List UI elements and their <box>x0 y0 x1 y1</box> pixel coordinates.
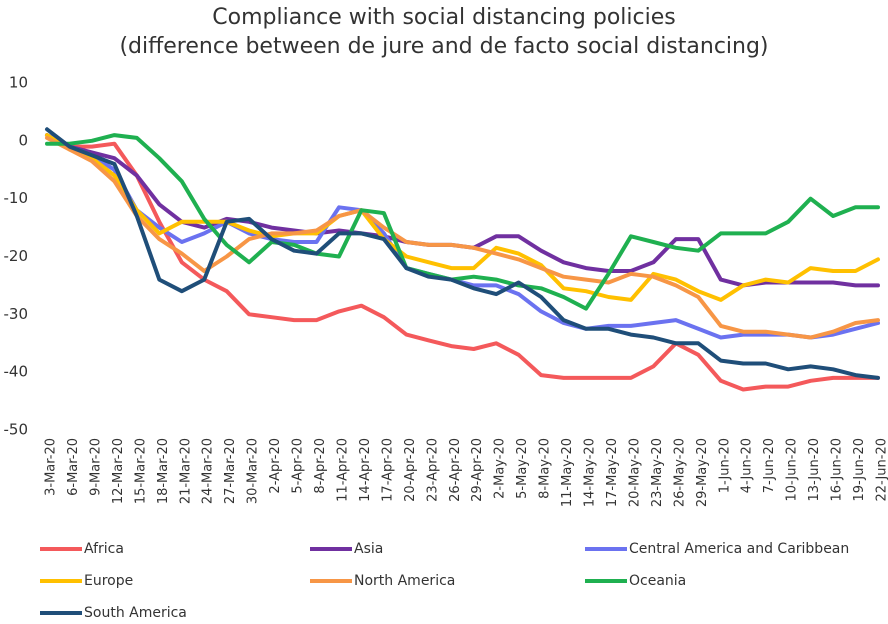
x-tick-label: 2-Apr-20 <box>268 438 283 494</box>
x-tick-label: 30-Mar-20 <box>246 438 261 504</box>
x-tick-label: 29-May-20 <box>695 438 710 507</box>
x-tick-label: 23-May-20 <box>650 438 665 507</box>
x-tick-label: 8-May-20 <box>538 438 553 499</box>
x-tick-label: 13-Jun-20 <box>807 438 822 502</box>
x-tick-label: 14-May-20 <box>583 438 598 507</box>
x-tick-label: 4-Jun-20 <box>740 438 755 493</box>
x-tick-label: 20-May-20 <box>627 438 642 507</box>
x-tick-label: 7-Jun-20 <box>762 438 777 493</box>
legend-label: South America <box>84 605 187 621</box>
x-tick-label: 9-Mar-20 <box>88 438 103 496</box>
x-tick-label: 19-Jun-20 <box>852 438 867 502</box>
x-tick-label: 3-Mar-20 <box>44 438 59 496</box>
x-tick-label: 17-Apr-20 <box>380 438 395 502</box>
legend-label: North America <box>354 573 455 589</box>
x-tick-label: 17-May-20 <box>605 438 620 507</box>
x-tick-label: 2-May-20 <box>493 438 508 499</box>
y-tick-label: -10 <box>4 189 29 207</box>
x-tick-label: 12-Mar-20 <box>111 438 126 504</box>
x-tick-label: 5-May-20 <box>515 438 530 499</box>
x-tick-label: 1-Jun-20 <box>717 438 732 493</box>
series-line <box>45 127 880 380</box>
series-line <box>45 133 880 392</box>
y-tick-label: -40 <box>4 363 29 381</box>
x-tick-label: 23-Apr-20 <box>425 438 440 502</box>
x-tick-label: 16-Jun-20 <box>830 438 845 502</box>
chart-title: Compliance with social distancing polici… <box>212 5 675 30</box>
legend-label: Central America and Caribbean <box>629 541 849 557</box>
series-line <box>45 133 880 288</box>
x-tick-label: 26-Apr-20 <box>448 438 463 502</box>
x-tick-label: 10-Jun-20 <box>785 438 800 502</box>
series-line <box>45 133 880 340</box>
x-tick-label: 21-Mar-20 <box>178 438 193 504</box>
legend-label: Asia <box>354 541 383 557</box>
y-tick-label: -50 <box>4 421 29 439</box>
x-tick-label: 26-May-20 <box>672 438 687 507</box>
x-tick-label: 11-Apr-20 <box>335 438 350 502</box>
legend-label: Africa <box>84 541 124 557</box>
series-line <box>45 135 880 340</box>
y-tick-label: -30 <box>4 305 29 323</box>
x-tick-label: 27-Mar-20 <box>223 438 238 504</box>
x-tick-label: 5-Apr-20 <box>291 438 306 494</box>
legend-label: Oceania <box>629 573 686 589</box>
x-tick-label: 20-Apr-20 <box>403 438 418 502</box>
series-line <box>45 133 880 302</box>
series-line <box>45 133 880 311</box>
x-tick-label: 11-May-20 <box>560 438 575 507</box>
x-tick-label: 15-Mar-20 <box>133 438 148 504</box>
x-tick-label: 6-Mar-20 <box>66 438 81 496</box>
x-tick-label: 29-Apr-20 <box>470 438 485 502</box>
y-tick-label: 0 <box>18 131 28 149</box>
chart-subtitle: (difference between de jure and de facto… <box>119 34 768 59</box>
y-tick-label: -20 <box>4 247 29 265</box>
y-tick-label: 10 <box>9 74 28 92</box>
x-tick-label: 22-Jun-20 <box>875 438 888 502</box>
x-tick-label: 14-Apr-20 <box>358 438 373 502</box>
x-tick-label: 8-Apr-20 <box>313 438 328 494</box>
x-tick-label: 24-Mar-20 <box>201 438 216 504</box>
x-tick-label: 18-Mar-20 <box>156 438 171 504</box>
legend-label: Europe <box>84 573 133 589</box>
